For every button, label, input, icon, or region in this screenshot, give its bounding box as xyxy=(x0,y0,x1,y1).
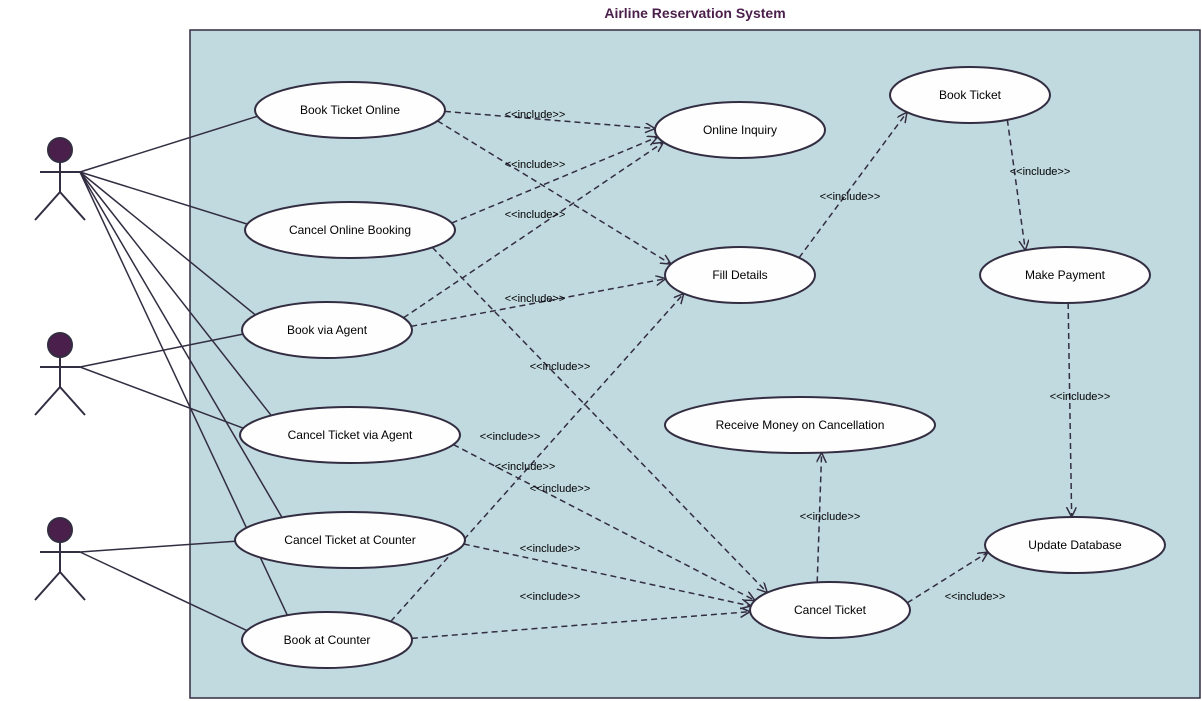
actor-layer xyxy=(35,138,85,600)
use-case-label: Fill Details xyxy=(712,268,767,282)
use-case-label: Cancel Ticket via Agent xyxy=(288,428,413,442)
include-label: <<include>> xyxy=(480,431,541,443)
use-case-label: Update Database xyxy=(1028,538,1122,552)
actor xyxy=(35,518,85,600)
include-label: <<include>> xyxy=(800,511,861,523)
include-label: <<include>> xyxy=(495,461,556,473)
use-case-label: Make Payment xyxy=(1025,268,1106,282)
use-case-label: Cancel Ticket at Counter xyxy=(284,533,415,547)
include-label: <<include>> xyxy=(1010,166,1071,178)
use-case-label: Receive Money on Cancellation xyxy=(716,418,885,432)
use-case-label: Book at Counter xyxy=(284,633,371,647)
include-label: <<include>> xyxy=(520,543,581,555)
include-label: <<include>> xyxy=(820,191,881,203)
include-label: <<include>> xyxy=(530,361,591,373)
actor xyxy=(35,333,85,415)
use-case-label: Book Ticket xyxy=(939,88,1002,102)
use-case-label: Online Inquiry xyxy=(703,123,777,137)
include-label: <<include>> xyxy=(1050,391,1111,403)
actor xyxy=(35,138,85,220)
use-case-label: Book via Agent xyxy=(287,323,368,337)
system-title: Airline Reservation System xyxy=(604,5,785,21)
use-case-diagram: Airline Reservation System Book Ticket O… xyxy=(0,0,1202,701)
use-case-label: Cancel Online Booking xyxy=(289,223,411,237)
include-label: <<include>> xyxy=(505,209,566,221)
include-label: <<include>> xyxy=(505,109,566,121)
include-label: <<include>> xyxy=(505,293,566,305)
include-label: <<include>> xyxy=(530,483,591,495)
include-label: <<include>> xyxy=(520,591,581,603)
use-case-label: Cancel Ticket xyxy=(794,603,867,617)
include-label: <<include>> xyxy=(945,591,1006,603)
use-case-label: Book Ticket Online xyxy=(300,103,400,117)
include-label: <<include>> xyxy=(505,159,566,171)
